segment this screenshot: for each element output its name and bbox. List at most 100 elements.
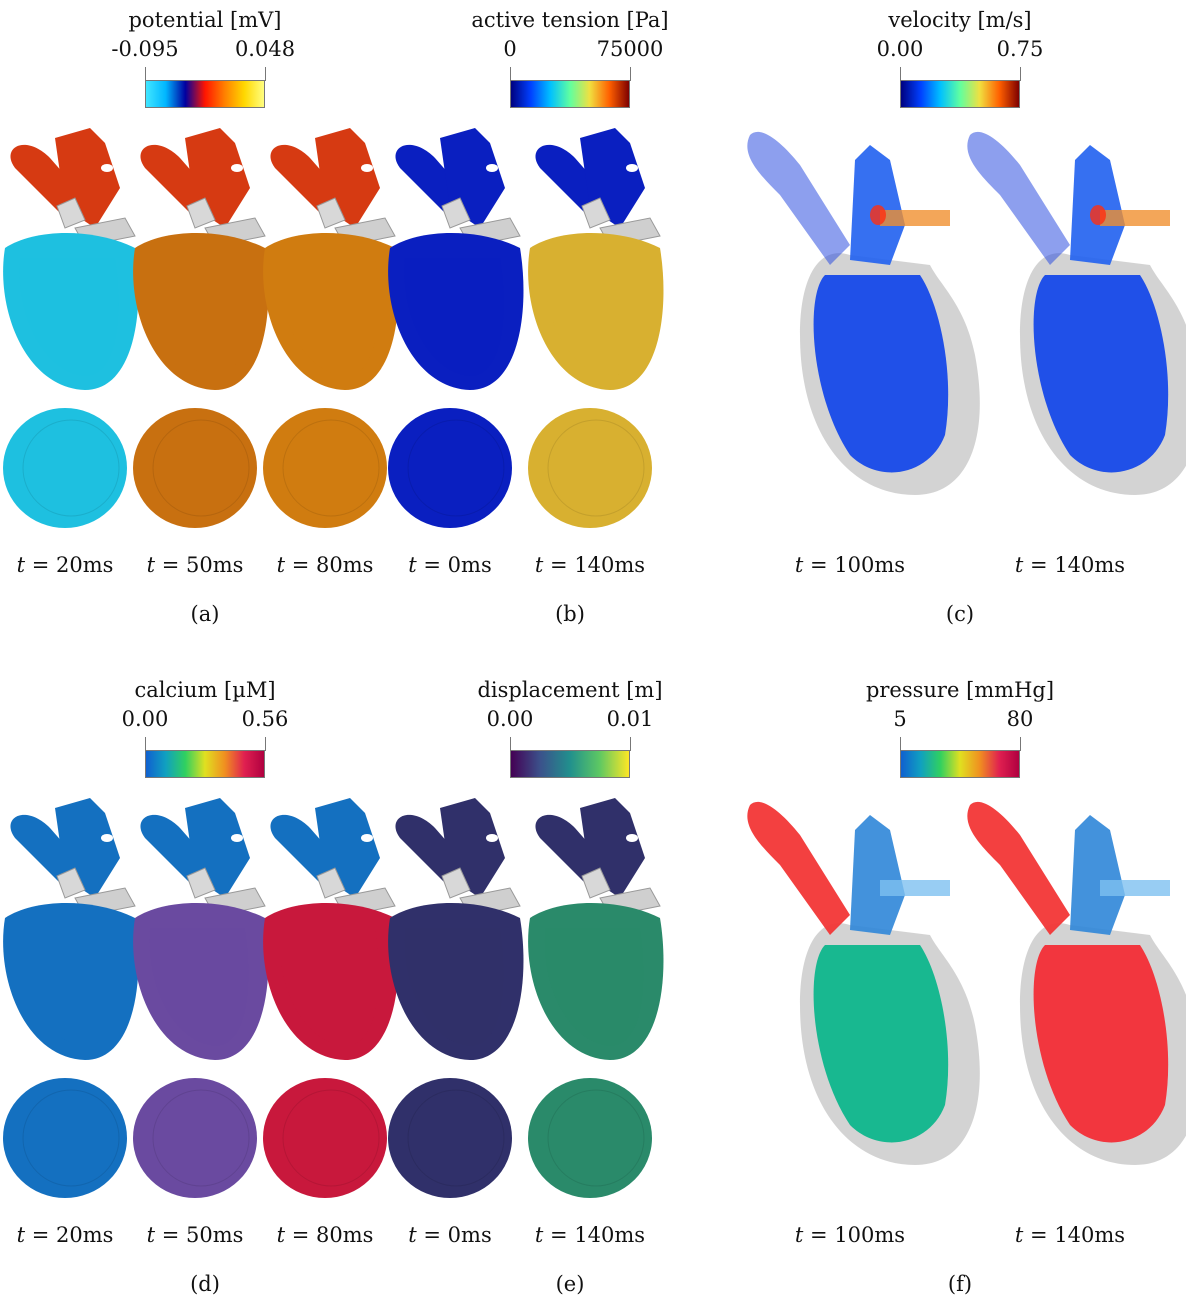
time-value: 140ms [574,553,646,577]
valve-shape [56,197,86,229]
time-label: t = 140ms [534,1223,646,1247]
time-symbol: t [146,553,156,577]
valve-shape [186,197,216,229]
colorbar-min-label: 0.00 [121,707,169,731]
time-symbol: t [276,553,286,577]
heart-render [528,128,664,528]
heart-render [133,798,269,1198]
time-symbol: t [794,1223,804,1247]
colorbar-tick-mark [1020,67,1021,81]
valve-shape [316,867,346,899]
time-label: t = 140ms [1014,553,1126,577]
cross-section-inner-shape [547,1089,645,1187]
time-label: t = 140ms [534,553,646,577]
vein-fluid [1100,210,1170,226]
colorbar-title: potential [mV] [128,8,282,32]
time-value: 100ms [834,1223,906,1247]
colorbar [900,750,1020,778]
colorbar-tick-mark [630,67,631,81]
vessel-opening [231,834,243,842]
ventricle-inner-shape [404,258,504,376]
time-symbol: t [276,1223,286,1247]
time-value: 0ms [447,1223,492,1247]
vessel-opening [626,834,638,842]
colorbar [510,750,630,778]
colorbar-max-label: 0.75 [996,37,1044,61]
valve-shape [441,197,471,229]
ventricle-inner-shape [544,258,644,376]
ventricle-inner-shape [544,928,644,1046]
cross-section-inner-shape [22,1089,120,1187]
cross-section-inner-shape [152,419,250,517]
time-symbol: t [408,553,417,577]
vein-fluid [1100,880,1170,896]
time-label: t = 80ms [276,1223,374,1247]
vessel-opening [486,164,498,172]
time-label: t = 100ms [794,553,906,577]
aorta-fluid [967,801,1070,935]
heart-render [747,801,980,1165]
heart-render [747,131,980,495]
colorbar-max-label: 0.048 [234,37,296,61]
colorbar [145,80,265,108]
colorbar-tick-mark [145,737,146,751]
colorbar-min-label: 0.00 [876,37,924,61]
aorta-fluid [747,131,850,265]
colorbar-title: velocity [m/s] [888,8,1032,32]
valve-shape [186,867,216,899]
time-value: 100ms [834,553,906,577]
panel-label: (a) [190,602,220,626]
colorbar-min-label: 0.00 [486,707,534,731]
panel-label: (b) [555,602,585,626]
heart-render [263,128,399,528]
colorbar-tick-mark [630,737,631,751]
colorbar-title: active tension [Pa] [471,8,669,32]
heart-render [388,798,524,1198]
time-symbol: t [16,553,26,577]
colorbar [510,80,630,108]
vessel-opening [361,164,373,172]
colorbar-title: pressure [mmHg] [865,678,1055,702]
jet-shape [870,205,886,225]
cross-section-inner-shape [547,419,645,517]
time-symbol: t [534,1223,544,1247]
atrium-fluid [850,815,905,935]
colorbar-tick-mark [265,67,266,81]
heart-render [967,131,1186,495]
time-value: 20ms [55,553,114,577]
time-symbol: t [408,1223,417,1247]
heart-render [3,128,139,528]
cross-section-inner-shape [407,1089,505,1187]
time-symbol: t [794,553,804,577]
colorbar-tick-mark [900,737,901,751]
heart-render [967,801,1186,1165]
heart-render [388,128,524,528]
cross-section-inner-shape [152,1089,250,1187]
colorbar [145,750,265,778]
ventricle-inner-shape [279,258,379,376]
vessel-opening [101,164,113,172]
colorbar-min-label: 0 [503,37,517,61]
aorta-fluid [747,801,850,935]
heart-render [133,128,269,528]
time-symbol: t [1014,553,1024,577]
panel-label: (c) [945,602,975,626]
ventricle-fluid [813,945,949,1143]
ventricle-inner-shape [279,928,379,1046]
heart-render [263,798,399,1198]
cross-section-inner-shape [407,419,505,517]
colorbar-max-label: 75000 [596,37,664,61]
time-symbol: t [534,553,544,577]
vessel-opening [486,834,498,842]
vessel-opening [101,834,113,842]
valve-shape [581,197,611,229]
panel-label: (f) [947,1272,973,1296]
time-value: 140ms [574,1223,646,1247]
time-value: 50ms [185,553,244,577]
panel-label: (e) [555,1272,585,1296]
valve-shape [441,867,471,899]
vessel-opening [361,834,373,842]
ventricle-fluid [813,275,949,473]
jet-shape [1090,205,1106,225]
ventricle-fluid [1033,275,1169,473]
